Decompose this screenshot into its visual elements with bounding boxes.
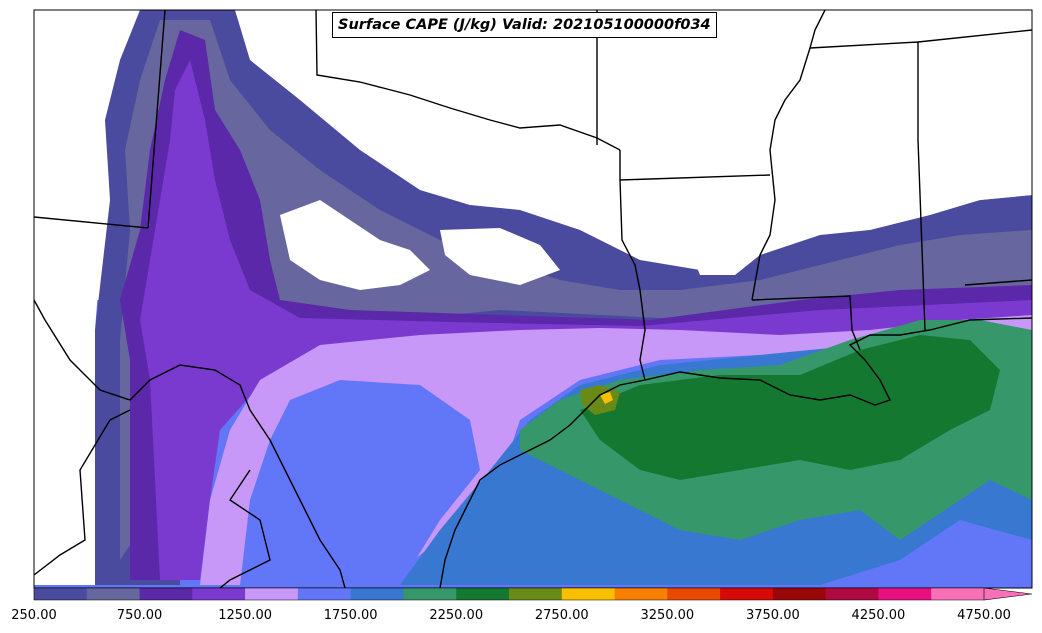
colorbar-tick-label: 4250.00: [851, 608, 906, 623]
colorbar: [33, 587, 1033, 601]
colorbar-tick-label: 750.00: [116, 608, 163, 623]
border-tx-la: [619, 150, 646, 381]
field-white-texas-hole: [280, 200, 430, 290]
colorbar-swatch: [509, 588, 563, 600]
colorbar-swatch: [297, 588, 352, 600]
colorbar-swatch: [772, 588, 827, 600]
colorbar-swatch: [667, 588, 721, 600]
colorbar-swatch: [139, 588, 193, 600]
colorbar-swatch: [456, 588, 510, 600]
field-green-dark: [580, 335, 1000, 480]
border-mississippi-river: [751, 10, 826, 301]
colorbar-tick-label: 250.00: [11, 608, 57, 623]
field-white-west: [34, 10, 120, 585]
field-white-north: [160, 10, 1032, 268]
border-panhandle-west: [147, 10, 166, 229]
border-rio-grande: [34, 299, 346, 588]
field-white-hole-2: [440, 228, 560, 285]
field-white-hole-3: [690, 240, 760, 275]
field-purple: [140, 60, 1032, 580]
colorbar-tick-label: 3750.00: [745, 608, 800, 623]
border-ar-la: [619, 174, 771, 181]
field-purple-dark: [120, 30, 1032, 580]
border-coastline-louisiana: [644, 317, 1032, 406]
border-mexico-states-1: [34, 409, 131, 576]
colorbar-swatch: [403, 588, 457, 600]
state-borders: [34, 10, 1032, 588]
colorbar-swatch: [878, 588, 932, 600]
colorbar-swatch: [192, 588, 246, 600]
border-oklahoma-texas: [315, 10, 621, 151]
colorbar-extend-arrow: [983, 587, 1033, 601]
border-texas-panhandle: [34, 216, 149, 229]
colorbar-tick-label: 1250.00: [218, 608, 272, 623]
colorbar-outline: [33, 587, 984, 601]
border-mexico-states-2: [219, 469, 271, 588]
border-coastline-texas: [439, 379, 646, 588]
colorbar-swatch: [720, 588, 774, 600]
field-slate-light: [120, 20, 1032, 560]
colorbar-tick-label: 1750.00: [323, 608, 378, 623]
border-la-ms: [751, 295, 861, 351]
border-tennessee: [917, 29, 1032, 43]
colorbar-swatch: [931, 588, 985, 600]
cape-contour-fields: [34, 10, 1032, 588]
colorbar-swatch: [86, 588, 140, 600]
colorbar-swatch: [561, 588, 615, 600]
border-al-fl: [964, 279, 1032, 286]
colorbar-swatch: [245, 588, 299, 600]
colorbar-swatch: [825, 588, 879, 600]
colorbar-swatch: [614, 588, 668, 600]
field-blue-inland: [240, 380, 480, 585]
colorbar-swatch: [34, 588, 88, 600]
map-title: Surface CAPE (J/kg) Valid: 202105100000f…: [332, 12, 717, 38]
colorbar-swatch: [350, 588, 404, 600]
border-ms-al: [809, 41, 926, 331]
field-yellow: [600, 392, 613, 404]
colorbar-tick-label: 2750.00: [534, 608, 589, 623]
colorbar-tick-label: 3250.00: [640, 608, 695, 623]
colorbar-tick-label: 2250.00: [429, 608, 484, 623]
colorbar-tick-label: 4750.00: [957, 608, 1011, 623]
